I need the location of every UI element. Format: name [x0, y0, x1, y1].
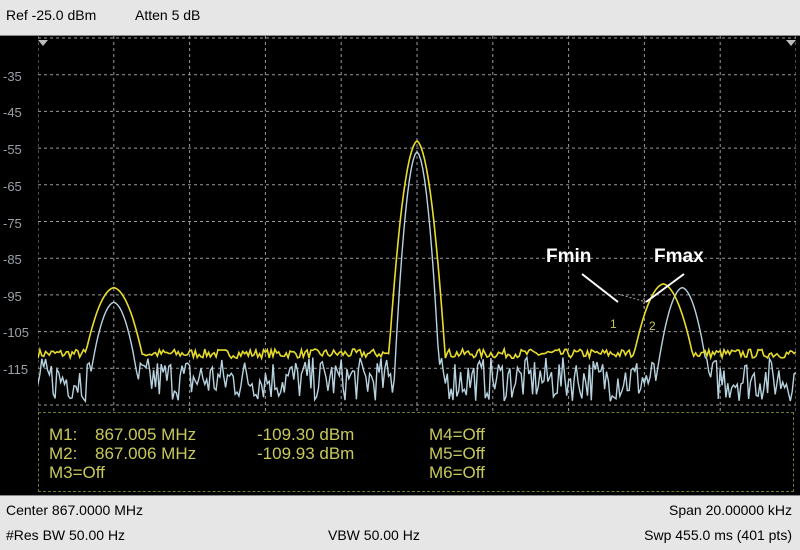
y-label: -95 — [3, 289, 22, 304]
resolution-bandwidth: #Res BW 50.00 Hz — [6, 527, 126, 543]
y-label: -115 — [3, 362, 29, 377]
video-bandwidth: VBW 50.00 Hz — [328, 527, 420, 543]
marker-1-frequency: 867.005 MHz — [95, 425, 197, 444]
marker-2-amplitude: -109.93 dBm — [257, 444, 355, 463]
marker-3-status: M3=Off — [49, 463, 105, 482]
center-frequency: Center 867.0000 MHz — [6, 502, 143, 518]
sweep-time: Swp 455.0 ms (401 pts) — [644, 527, 792, 543]
marker-5-status: M5=Off — [429, 444, 485, 463]
left-scroll-marker — [38, 40, 48, 46]
marker-1-leader — [617, 293, 647, 303]
fmin-pointer — [581, 273, 619, 303]
ref-level: Ref -25.0 dBm — [6, 7, 97, 23]
y-label: -45 — [3, 105, 22, 120]
bottom-status-bar: Center 867.0000 MHz Span 20.00000 kHz #R… — [0, 495, 800, 550]
marker-1-flag: 1 — [610, 317, 617, 331]
fmin-annotation: Fmin — [546, 246, 592, 267]
y-label: -35 — [3, 69, 22, 84]
fmax-pointer — [645, 273, 685, 303]
marker-2-label: M2: — [49, 444, 78, 463]
frequency-span: Span 20.00000 kHz — [669, 502, 792, 518]
attenuation: Atten 5 dB — [135, 7, 201, 23]
max-hold-trace — [38, 139, 796, 361]
marker-table: M1: 867.005 MHz -109.30 dBm M2: 867.006 … — [38, 412, 794, 492]
marker-1-amplitude: -109.30 dBm — [257, 425, 355, 444]
right-scroll-marker — [786, 40, 796, 46]
live-trace — [38, 150, 796, 404]
spectrum-plot: 1 2 — [38, 36, 796, 412]
y-label: -105 — [3, 325, 30, 340]
top-status-bar: Ref -25.0 dBm Atten 5 dB — [0, 0, 800, 36]
y-label: -75 — [3, 216, 22, 231]
marker-6-status: M6=Off — [429, 463, 485, 482]
graticule — [38, 36, 796, 412]
right-edge — [796, 36, 800, 495]
y-label: -85 — [3, 252, 22, 267]
marker-2-frequency: 867.006 MHz — [95, 444, 197, 463]
fmax-annotation: Fmax — [654, 246, 704, 267]
marker-2-flag: 2 — [649, 319, 656, 333]
marker-4-status: M4=Off — [429, 425, 485, 444]
y-label: -65 — [3, 179, 22, 194]
y-label: -55 — [3, 142, 22, 157]
y-axis-panel: -35 -45 -55 -65 -75 -85 -95 -105 -115 — [0, 36, 38, 495]
marker-1-label: M1: — [49, 425, 78, 444]
